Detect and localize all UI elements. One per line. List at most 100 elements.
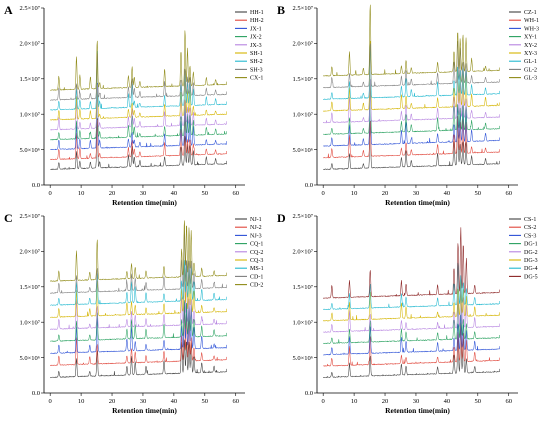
x-tick-label: 10 [78, 398, 85, 405]
legend-label-SH-3: SH-3 [250, 67, 263, 73]
legend: HH-1 HH-2 JX-1 JX-2 JX-3 SH-1 SH-2 SH-3 CX-1 [235, 10, 264, 82]
panel-letter-C: C [4, 211, 13, 225]
trace-DG-2 [323, 285, 500, 333]
x-tick-label: 20 [382, 190, 389, 197]
legend-label-CX-1: CX-1 [250, 76, 263, 82]
legend-label-DG-2: DG-2 [524, 250, 538, 256]
y-tick-label: 0.0 [32, 390, 40, 397]
y-tick-label: 5.0×10⁶ [19, 355, 40, 362]
legend-label-CS-2: CS-2 [524, 225, 536, 231]
x-tick-label: 60 [232, 398, 239, 405]
legend-label-SH-1: SH-1 [250, 51, 263, 57]
panel-D: D 0.0 5.0×10⁶ 1.0×10⁷ 1.5×10⁷ 2.0×10⁷ 2.5×10⁷ 0… [277, 211, 538, 415]
legend-label-DG-3: DG-3 [524, 258, 538, 264]
legend-label-CQ-1: CQ-1 [250, 242, 263, 248]
trace-CQ-2 [49, 269, 227, 330]
x-axis-title: Retention time(min) [112, 406, 177, 415]
trace-WH-3 [323, 81, 500, 147]
x-tick-label: 50 [475, 398, 482, 405]
legend-label-CD-1: CD-1 [250, 274, 263, 280]
legend-label-CS-3: CS-3 [524, 233, 536, 239]
trace-GL-3 [323, 4, 500, 77]
trace-DG-3 [323, 279, 500, 322]
y-tick-label: 2.0×10⁷ [19, 249, 40, 256]
x-tick-label: 30 [140, 190, 147, 197]
x-tick-label: 60 [232, 190, 239, 197]
y-tick-label: 1.5×10⁷ [19, 284, 40, 291]
trace-NJ-3 [50, 301, 227, 354]
y-tick-label: 1.0×10⁷ [19, 319, 40, 326]
legend-label-GL-1: GL-1 [524, 59, 537, 65]
y-tick-label: 1.0×10⁷ [19, 111, 40, 118]
y-tick-label: 1.5×10⁷ [292, 284, 313, 291]
y-tick-label: 2.0×10⁷ [19, 41, 40, 48]
trace-CQ-3 [49, 263, 227, 318]
y-tick-label: 5.0×10⁶ [19, 147, 40, 154]
trace-SH-1 [49, 56, 227, 121]
trace-DG-5 [322, 227, 500, 299]
trace-CS-1 [322, 323, 500, 379]
y-tick-label: 0.0 [32, 182, 40, 189]
trace-CX-1 [50, 30, 227, 91]
legend-label-XY-1: XY-1 [524, 35, 537, 41]
x-tick-label: 10 [351, 398, 358, 405]
trace-SH-3 [50, 53, 227, 101]
y-tick-label: 2.5×10⁷ [19, 5, 40, 12]
legend-label-CQ-2: CQ-2 [250, 250, 263, 256]
legend-label-NJ-1: NJ-1 [250, 217, 262, 223]
x-tick-label: 60 [505, 398, 512, 405]
x-tick-label: 30 [413, 398, 420, 405]
legend-label-JX-1: JX-1 [250, 26, 262, 32]
y-tick-label: 5.0×10⁶ [292, 147, 313, 154]
trace-HH-2 [49, 112, 227, 160]
x-tick-label: 40 [444, 398, 451, 405]
trace-JX-2 [49, 87, 227, 141]
legend-label-DG-4: DG-4 [524, 266, 538, 272]
legend-label-CD-2: CD-2 [250, 283, 263, 289]
trace-CS-2 [323, 322, 500, 367]
y-tick-label: 2.0×10⁷ [292, 249, 313, 256]
x-axis-title: Retention time(min) [385, 406, 450, 415]
legend-label-CZ-1: CZ-1 [524, 10, 537, 16]
x-tick-label: 50 [202, 398, 209, 405]
x-tick-label: 50 [475, 190, 482, 197]
legend-label-JX-3: JX-3 [250, 43, 262, 49]
y-tick-label: 2.0×10⁷ [292, 41, 313, 48]
x-tick-label: 50 [202, 190, 209, 197]
trace-CD-1 [49, 230, 227, 294]
legend-label-HH-1: HH-1 [250, 10, 264, 16]
x-tick-label: 30 [140, 398, 147, 405]
y-tick-label: 5.0×10⁶ [292, 355, 313, 362]
trace-NJ-2 [49, 309, 227, 367]
trace-HH-1 [50, 118, 227, 171]
legend-label-WH-1: WH-1 [524, 18, 539, 24]
y-tick-label: 1.5×10⁷ [19, 76, 40, 83]
x-tick-label: 20 [109, 398, 116, 405]
y-tick-label: 1.0×10⁷ [292, 319, 313, 326]
panel-letter-A: A [4, 3, 13, 17]
trace-CD-2 [50, 220, 227, 282]
x-tick-label: 10 [351, 190, 358, 197]
legend-label-GL-2: GL-2 [524, 67, 537, 73]
legend: NJ-1 NJ-2 NJ-3 CQ-1 CQ-2 CQ-3 MS-1 CD-1 CD-2 [235, 217, 264, 289]
panel-letter-B: B [277, 3, 285, 17]
x-tick-label: 40 [171, 190, 178, 197]
x-tick-label: 40 [444, 190, 451, 197]
trace-XY-2 [322, 75, 500, 124]
legend-label-HH-2: HH-2 [250, 18, 264, 24]
y-tick-label: 2.5×10⁷ [292, 213, 313, 220]
x-tick-label: 10 [78, 190, 85, 197]
trace-WH-1 [323, 116, 500, 159]
legend-label-DG-5: DG-5 [524, 274, 538, 280]
trace-DG-1 [323, 288, 500, 345]
legend-label-WH-3: WH-3 [524, 26, 539, 32]
legend-label-SH-2: SH-2 [250, 59, 263, 65]
panel-A: A 0.0 5.0×10⁶ 1.0×10⁷ 1.5×10⁷ 2.0×10⁷ 2.5×10⁷ 0… [4, 3, 264, 207]
x-tick-label: 60 [505, 190, 512, 197]
legend-label-CQ-3: CQ-3 [250, 258, 263, 264]
x-tick-label: 0 [49, 398, 52, 405]
trace-DG-4 [322, 262, 500, 311]
x-axis-title: Retention time(min) [112, 198, 177, 207]
legend-label-MS-1: MS-1 [250, 266, 264, 272]
